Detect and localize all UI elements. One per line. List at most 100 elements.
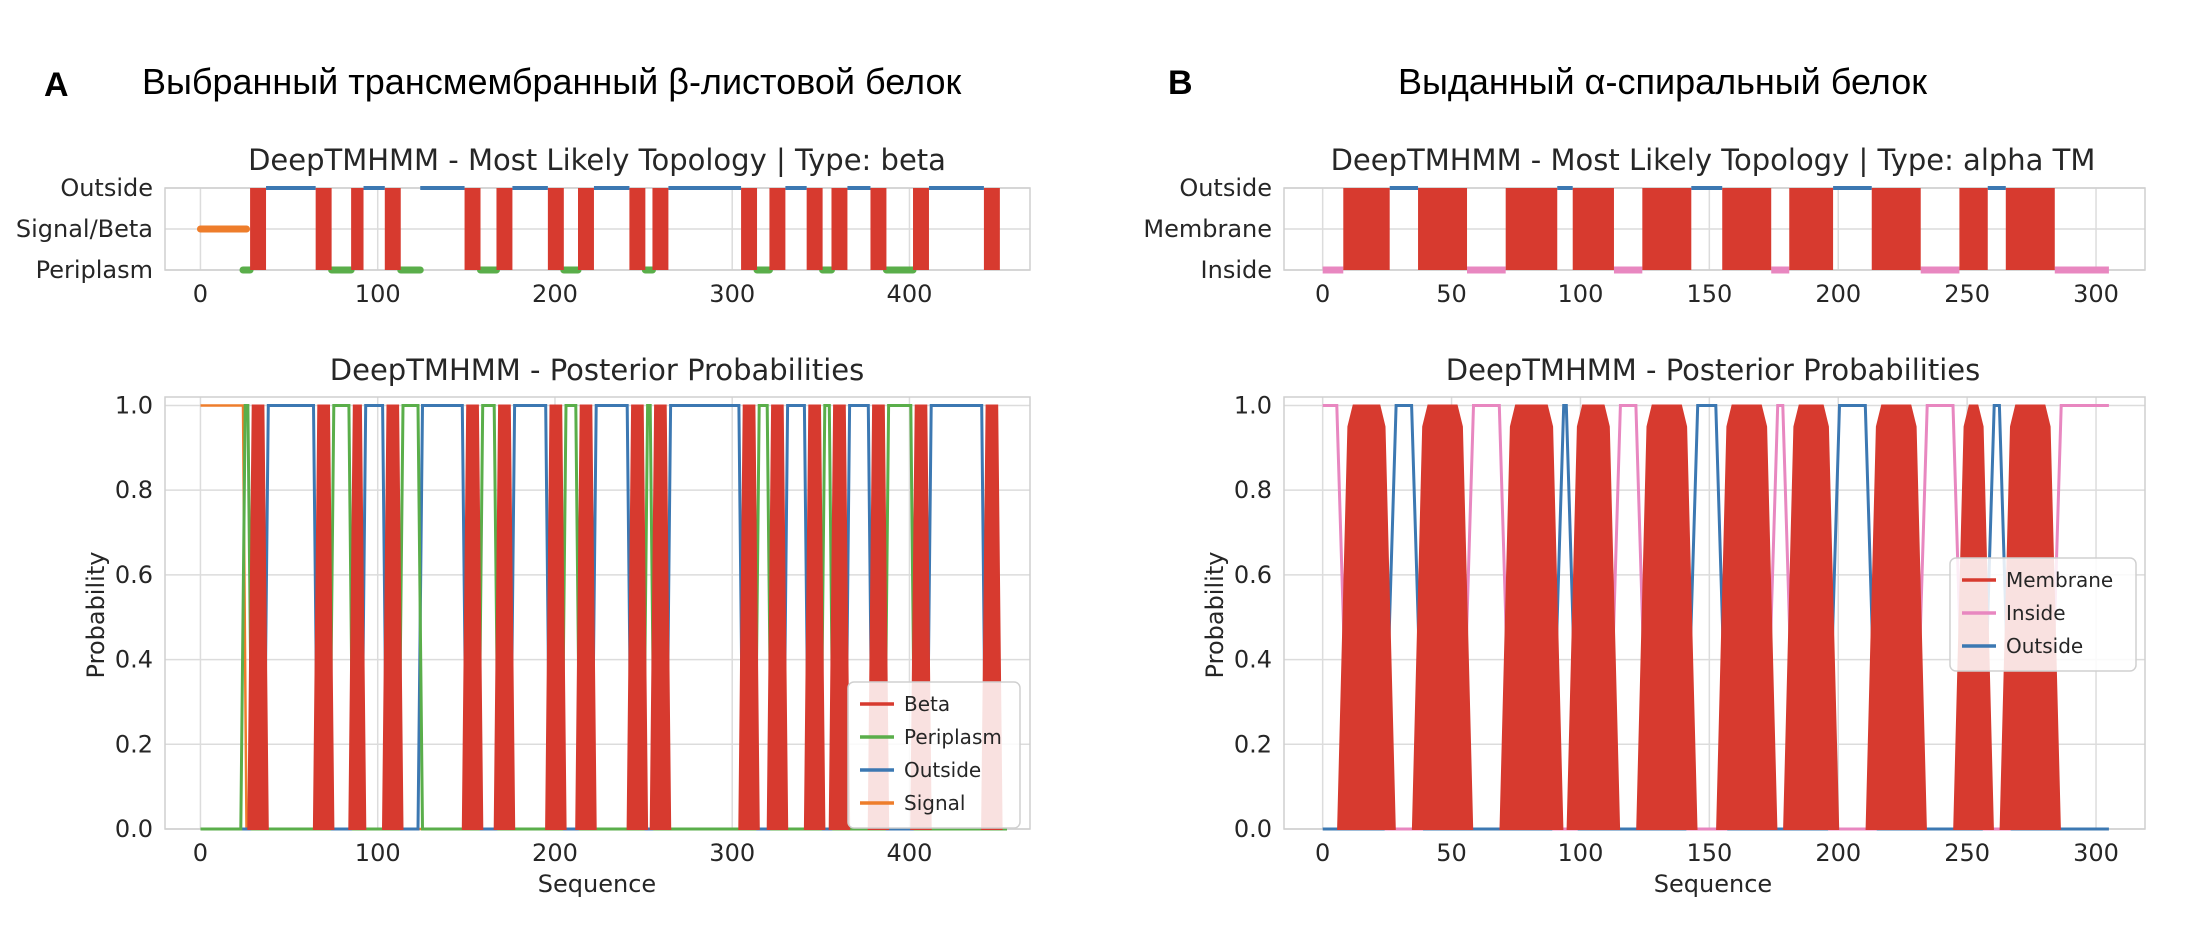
y-tick-label: Membrane <box>1143 215 1272 243</box>
beta-strand <box>831 188 848 270</box>
legend-label: Inside <box>2006 601 2066 625</box>
beta-strand <box>870 188 887 270</box>
y-tick-label: 0.8 <box>1234 476 1272 504</box>
beta-strand <box>983 188 1000 270</box>
x-tick-label: 300 <box>709 839 755 867</box>
beta-line <box>493 404 516 830</box>
x-tick-label: 0 <box>1315 280 1330 308</box>
membrane-line <box>1566 404 1621 830</box>
x-tick-label: 150 <box>1686 839 1732 867</box>
beta-line <box>828 404 851 830</box>
beta-strand <box>652 188 669 270</box>
x-tick-label: 200 <box>532 280 578 308</box>
y-tick-label: Periplasm <box>36 256 153 284</box>
membrane-segment <box>1789 188 1834 270</box>
beta-strand <box>913 188 929 270</box>
chart-a-topology: DeepTMHMM - Most Likely Topology | Type:… <box>16 143 1031 308</box>
y-tick-label: 0.6 <box>115 561 153 589</box>
y-tick-label: 0.2 <box>1234 730 1272 758</box>
chart-a-posterior-title: DeepTMHMM - Posterior Probabilities <box>330 353 864 387</box>
membrane-line <box>1783 404 1840 830</box>
chart-b-xlabel: Sequence <box>1654 870 1772 898</box>
membrane-line <box>1636 404 1698 830</box>
y-tick-label: Outside <box>1179 174 1272 202</box>
x-tick-label: 300 <box>709 280 755 308</box>
beta-line <box>626 404 649 830</box>
beta-strand <box>629 188 646 270</box>
legend-label: Outside <box>904 758 981 782</box>
chart-a-xlabel: Sequence <box>538 870 656 898</box>
beta-line <box>649 404 672 830</box>
membrane-segment <box>1642 188 1692 270</box>
membrane-line <box>1411 404 1474 830</box>
x-tick-label: 50 <box>1436 280 1467 308</box>
beta-line <box>247 404 269 830</box>
x-tick-label: 400 <box>887 280 933 308</box>
membrane-segment <box>2005 188 2055 270</box>
chart-b-posterior: DeepTMHMM - Posterior Probabilities Sequ… <box>1201 353 2146 898</box>
beta-strand <box>351 188 364 270</box>
y-tick-label: 0.0 <box>1234 815 1272 843</box>
beta-strand <box>806 188 823 270</box>
beta-strand <box>769 188 786 270</box>
beta-line <box>312 404 335 830</box>
legend-label: Signal <box>904 791 965 815</box>
x-tick-label: 200 <box>1815 280 1861 308</box>
y-tick-label: 0.0 <box>115 815 153 843</box>
y-tick-label: 0.2 <box>115 730 153 758</box>
beta-line <box>803 404 826 830</box>
y-tick-label: 1.0 <box>115 391 153 419</box>
y-tick-label: 0.4 <box>115 646 153 674</box>
chart-b-topology: DeepTMHMM - Most Likely Topology | Type:… <box>1143 143 2146 308</box>
x-tick-label: 200 <box>1815 839 1861 867</box>
y-tick-label: 1.0 <box>1234 391 1272 419</box>
membrane-line <box>1337 404 1396 830</box>
beta-strand <box>384 188 401 270</box>
beta-line <box>575 404 597 830</box>
x-tick-label: 100 <box>1558 280 1604 308</box>
beta-line <box>381 404 404 830</box>
panel-b-letter: B <box>1168 64 1193 102</box>
x-tick-label: 400 <box>887 839 933 867</box>
y-tick-label: 0.6 <box>1234 561 1272 589</box>
legend-label: Beta <box>904 692 950 716</box>
beta-strand <box>496 188 513 270</box>
beta-line <box>348 404 367 830</box>
x-tick-label: 0 <box>193 280 208 308</box>
x-tick-label: 150 <box>1686 280 1732 308</box>
membrane-segment <box>1505 188 1558 270</box>
legend-box <box>847 681 1021 829</box>
x-tick-label: 250 <box>1944 280 1990 308</box>
x-tick-label: 250 <box>1944 839 1990 867</box>
legend-label: Membrane <box>2006 568 2113 592</box>
chart-b-ylabel: Probability <box>1201 552 1229 679</box>
chart-b-posterior-title: DeepTMHMM - Posterior Probabilities <box>1446 353 1980 387</box>
beta-strand <box>547 188 564 270</box>
membrane-segment <box>1722 188 1772 270</box>
membrane-segment <box>1572 188 1614 270</box>
y-tick-label: 0.8 <box>115 476 153 504</box>
x-tick-label: 100 <box>1558 839 1604 867</box>
x-tick-label: 0 <box>193 839 208 867</box>
panel-b-title: Выданный α-спиральный белок <box>1398 61 1927 102</box>
chart-b-topology-title: DeepTMHMM - Most Likely Topology | Type:… <box>1331 143 2096 177</box>
beta-line <box>545 404 567 830</box>
outside-line <box>200 404 1007 831</box>
membrane-segment <box>1959 188 1988 270</box>
y-tick-label: 0.4 <box>1234 646 1272 674</box>
x-tick-label: 100 <box>355 839 401 867</box>
y-tick-label: Signal/Beta <box>16 215 153 243</box>
x-tick-label: 0 <box>1315 839 1330 867</box>
x-tick-label: 300 <box>2073 839 2119 867</box>
chart-a-topology-title: DeepTMHMM - Most Likely Topology | Type:… <box>248 143 946 177</box>
beta-strand <box>578 188 594 270</box>
x-tick-label: 100 <box>355 280 401 308</box>
membrane-line <box>1499 404 1564 830</box>
membrane-segment <box>1343 188 1390 270</box>
panel-a-letter: A <box>44 66 69 104</box>
x-tick-label: 200 <box>532 839 578 867</box>
membrane-segment <box>1871 188 1921 270</box>
y-tick-label: Outside <box>60 174 153 202</box>
x-tick-label: 300 <box>2073 280 2119 308</box>
